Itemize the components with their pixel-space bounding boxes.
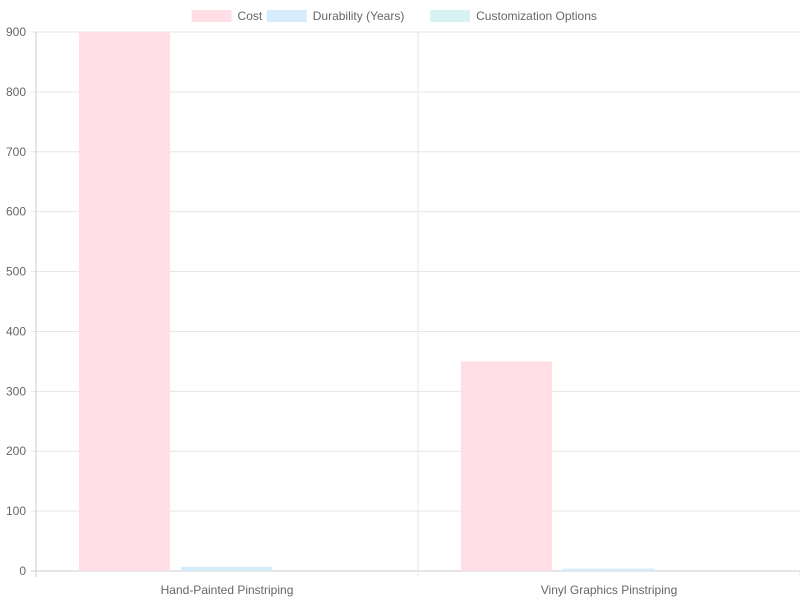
y-tick-label: 900 xyxy=(6,25,26,39)
bar-durability-years--0[interactable] xyxy=(181,566,272,571)
legend: Cost Durability (Years) Customization Opti… xyxy=(191,9,597,23)
y-tick-label: 0 xyxy=(19,564,26,578)
y-tick-label: 500 xyxy=(6,265,26,279)
x-tick-label: Hand-Painted Pinstriping xyxy=(161,583,294,597)
y-tick-label: 200 xyxy=(6,444,26,458)
y-tick-label: 700 xyxy=(6,145,26,159)
legend-item[interactable]: Durability (Years) xyxy=(266,9,405,23)
legend-label: Customization Options xyxy=(476,9,597,23)
y-tick-label: 100 xyxy=(6,504,26,518)
legend-item[interactable]: Customization Options xyxy=(430,9,597,23)
y-tick-label: 400 xyxy=(6,324,26,338)
legend-swatch xyxy=(430,10,471,22)
legend-label: Durability (Years) xyxy=(313,9,405,23)
bar-cost-1[interactable] xyxy=(461,361,552,571)
legend-label: Cost xyxy=(238,9,263,23)
legend-item[interactable]: Cost xyxy=(191,9,263,23)
legend-swatch xyxy=(191,10,232,22)
y-tick-label: 600 xyxy=(6,205,26,219)
bar-durability-years--1[interactable] xyxy=(563,568,654,571)
y-tick-label: 300 xyxy=(6,384,26,398)
y-tick-label: 800 xyxy=(6,85,26,99)
legend-swatch xyxy=(266,10,307,22)
x-tick-label: Vinyl Graphics Pinstriping xyxy=(541,583,678,597)
bar-cost-0[interactable] xyxy=(79,32,170,571)
